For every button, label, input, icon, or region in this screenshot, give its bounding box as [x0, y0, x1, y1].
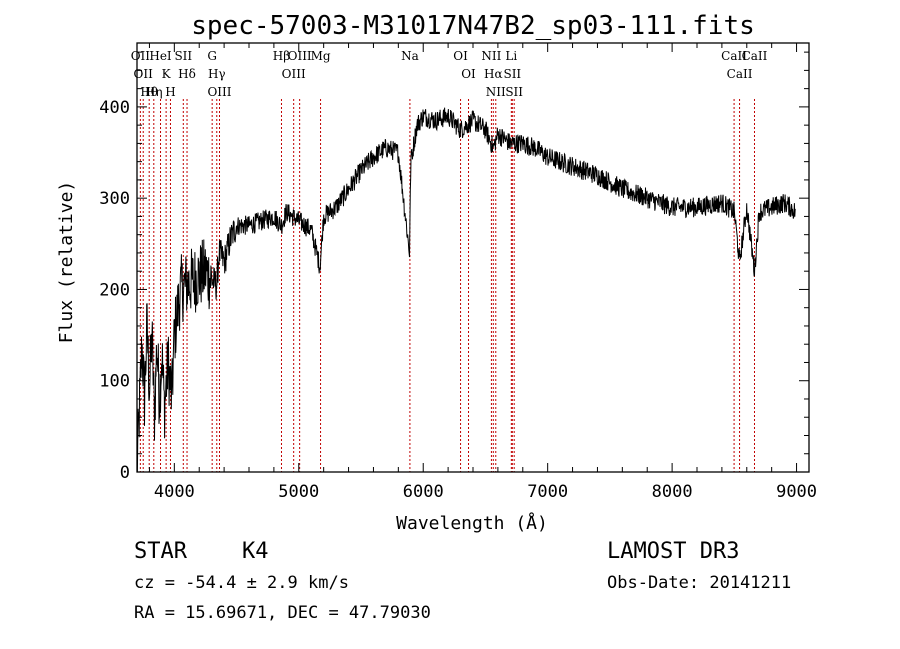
line-marker-label: Mg: [311, 49, 331, 63]
x-tick-label: 8000: [652, 482, 693, 502]
y-tick-group: 0 100 200 300 400: [99, 51, 809, 483]
plot-frame: [136, 42, 810, 473]
line-marker-label: OI: [453, 49, 468, 63]
line-marker-label: Na: [401, 49, 419, 63]
line-marker-label: OIII: [207, 85, 231, 99]
line-marker-label: CaII: [742, 49, 768, 63]
line-marker-label: Hα: [484, 67, 503, 81]
x-tick-group: 4000 5000 6000 7000 8000 9000: [148, 43, 817, 502]
line-marker-label: OIII: [288, 49, 312, 63]
line-marker-label: Hθ: [140, 85, 158, 99]
y-tick-label: 300: [99, 189, 130, 209]
line-marker-label: K: [162, 67, 172, 81]
line-marker-label: CaII: [721, 49, 747, 63]
line-marker-label: Li: [505, 49, 517, 63]
line-marker-label: Hβ: [273, 49, 290, 63]
object-class: STAR: [134, 539, 187, 564]
x-tick-label: 5000: [278, 482, 319, 502]
y-axis-label: Flux (relative): [56, 181, 77, 344]
spectrum-line: [136, 107, 796, 473]
line-marker-label: Hδ: [178, 67, 196, 81]
chart-title: spec-57003-M31017N47B2_sp03-111.fits: [191, 11, 755, 41]
line-marker-label: SII: [503, 67, 521, 81]
line-marker-group: [139, 99, 755, 472]
line-marker-label: Hγ: [208, 67, 226, 81]
y-tick-label: 100: [99, 372, 130, 392]
line-marker-label: OIII: [282, 67, 306, 81]
x-tick-label: 9000: [776, 482, 817, 502]
line-marker-label: OI: [461, 67, 476, 81]
spectrum-group: [136, 107, 796, 473]
coordinates: RA = 15.69671, DEC = 47.79030: [134, 603, 431, 623]
line-marker-label: OII: [131, 49, 151, 63]
line-marker-label: G: [207, 49, 217, 63]
object-subclass: K4: [242, 539, 269, 564]
survey-name: LAMOST DR3: [607, 539, 740, 564]
observation-date: Obs-Date: 20141211: [607, 573, 792, 593]
redshift-value: cz = -54.4 ± 2.9 km/s: [134, 573, 349, 593]
line-marker-label: Hη: [145, 85, 163, 99]
line-marker-label: SII: [174, 49, 192, 63]
x-axis-label: Wavelength (Å): [396, 512, 548, 534]
x-tick-label: 7000: [527, 482, 568, 502]
x-tick-label: 6000: [403, 482, 444, 502]
line-marker-label: NII: [481, 49, 501, 63]
y-tick-label: 200: [99, 280, 130, 300]
line-marker-label: NII: [486, 85, 506, 99]
y-tick-label: 0: [120, 463, 130, 483]
line-marker-label: HeI: [149, 49, 172, 63]
line-marker-label: CaII: [727, 67, 753, 81]
line-marker-label: H: [165, 85, 175, 99]
y-tick-label: 400: [99, 98, 130, 118]
line-marker-label: SII: [505, 85, 523, 99]
x-tick-label: 4000: [154, 482, 195, 502]
